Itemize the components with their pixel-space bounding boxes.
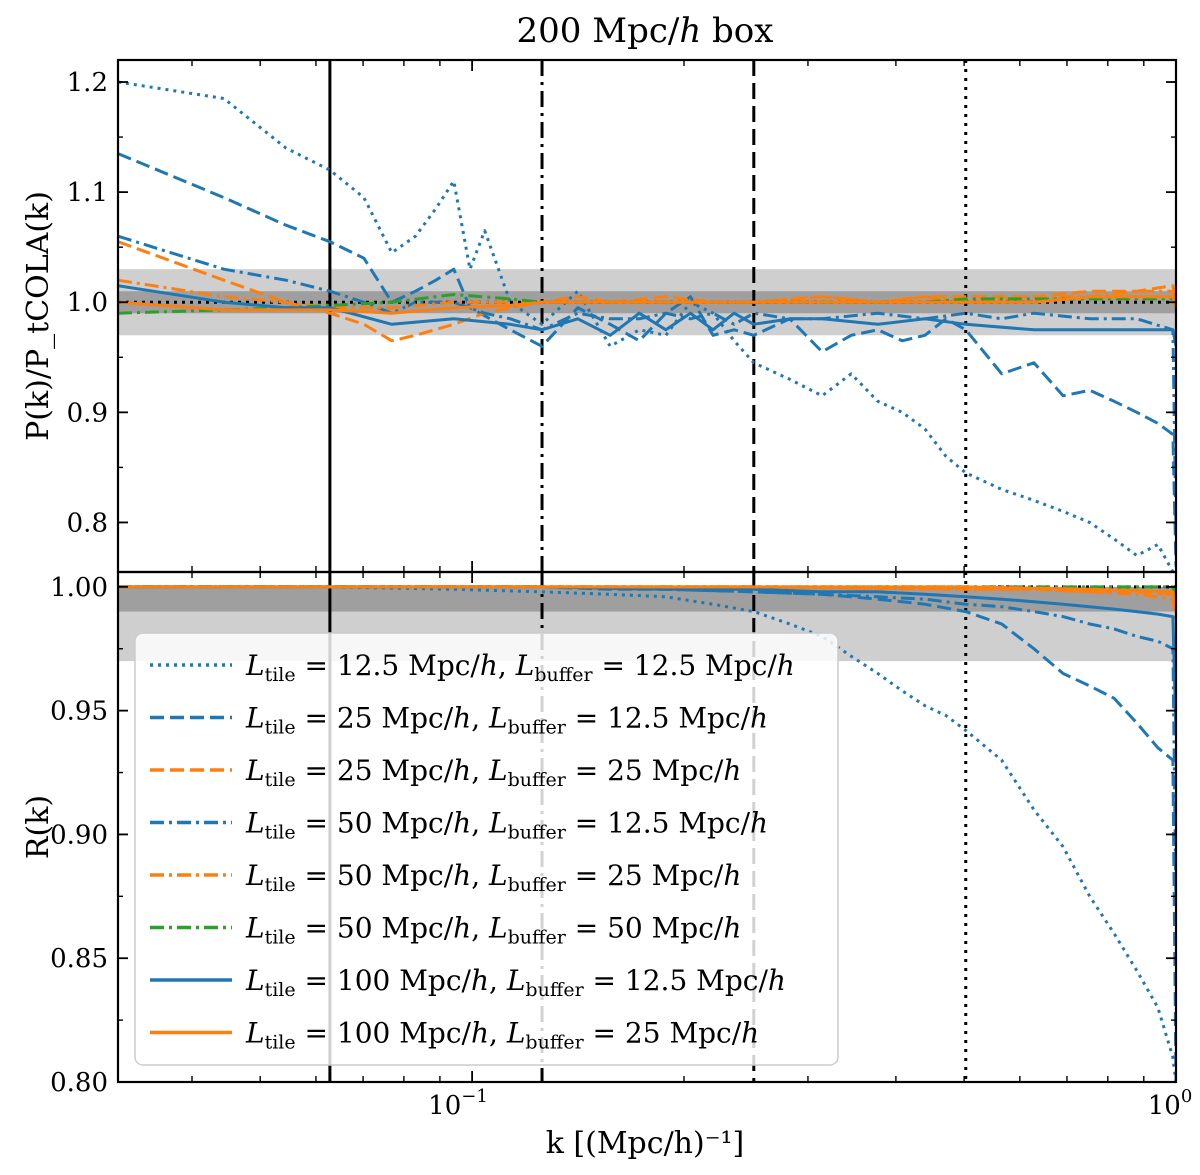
legend-entry-s1: Ltile = 12.5 Mpc/h, Lbuffer = 12.5 Mpc/h — [150, 649, 795, 686]
chart-title: 200 Mpc/h box — [517, 11, 774, 51]
bot-y-tick-label: 0.80 — [50, 1068, 108, 1098]
bot-series-s2 — [118, 585, 1176, 1082]
top-scale-markers — [328, 60, 968, 572]
bottom-plot-frame — [116, 570, 1178, 1084]
legend: Ltile = 12.5 Mpc/h, Lbuffer = 12.5 Mpc/h… — [134, 632, 839, 1066]
bot-y-tick-label: 0.85 — [50, 944, 108, 974]
legend-box — [134, 632, 839, 1066]
x-tick-label-1: 100 — [1148, 1086, 1193, 1121]
legend-entry-s2: Ltile = 25 Mpc/h, Lbuffer = 12.5 Mpc/h — [150, 702, 768, 739]
legend-entry-s3: Ltile = 25 Mpc/h, Lbuffer = 25 Mpc/h — [150, 754, 741, 791]
bot-y-tick-label: 0.95 — [50, 697, 108, 727]
legend-label-s8: Ltile = 100 Mpc/h, Lbuffer = 25 Mpc/h — [245, 1017, 759, 1054]
legend-label-s5: Ltile = 50 Mpc/h, Lbuffer = 25 Mpc/h — [245, 859, 741, 896]
bot-series-s3 — [118, 585, 1176, 612]
top-y-tick-label: 0.8 — [67, 508, 108, 538]
top-y-axis-label: P(k)/P_tCOLA(k) — [21, 191, 56, 441]
legend-entry-s7: Ltile = 100 Mpc/h, Lbuffer = 12.5 Mpc/h — [150, 964, 786, 1001]
legend-entry-s6: Ltile = 50 Mpc/h, Lbuffer = 50 Mpc/h — [150, 912, 741, 949]
legend-label-s6: Ltile = 50 Mpc/h, Lbuffer = 50 Mpc/h — [245, 912, 741, 949]
top-series-s1 — [118, 80, 1175, 572]
legend-label-s1: Ltile = 12.5 Mpc/h, Lbuffer = 12.5 Mpc/h — [245, 649, 795, 686]
bottom-series-group — [118, 585, 1176, 1082]
top-series-s2 — [118, 152, 1176, 567]
bot-series-s7 — [118, 585, 1176, 736]
top-series-s4 — [118, 234, 1176, 534]
legend-label-s2: Ltile = 25 Mpc/h, Lbuffer = 12.5 Mpc/h — [245, 702, 768, 739]
x-tick-label-0.1: 10−1 — [428, 1086, 488, 1121]
top-series-s8 — [118, 295, 1176, 315]
bottom-y-axis-label: R(k) — [21, 795, 56, 859]
bot-series-s8 — [118, 585, 1176, 612]
bot-series-s4 — [118, 585, 1176, 909]
legend-label-s4: Ltile = 50 Mpc/h, Lbuffer = 12.5 Mpc/h — [245, 807, 768, 844]
top-panel: 0.8 0.9 1.0 1.1 1.2 — [67, 58, 1178, 574]
legend-entry-s5: Ltile = 50 Mpc/h, Lbuffer = 25 Mpc/h — [150, 859, 741, 896]
bot-y-tick-label: 0.90 — [50, 820, 108, 850]
bot-y-tick-label: 1.00 — [50, 573, 108, 603]
top-series-group — [118, 80, 1176, 572]
bottom-ticks: 0.80 0.85 0.90 0.95 1.00 — [50, 572, 1177, 1098]
top-y-tick-label: 1.2 — [67, 68, 108, 98]
legend-entry-s8: Ltile = 100 Mpc/h, Lbuffer = 25 Mpc/h — [150, 1017, 759, 1054]
top-y-tick-label: 1.0 — [67, 288, 108, 318]
top-ticks: 0.8 0.9 1.0 1.1 1.2 — [67, 60, 1177, 572]
top-y-tick-label: 0.9 — [67, 398, 108, 428]
legend-entry-s4: Ltile = 50 Mpc/h, Lbuffer = 12.5 Mpc/h — [150, 807, 768, 844]
top-series-s7 — [118, 284, 1176, 347]
top-series-s6 — [118, 293, 1176, 315]
legend-label-s3: Ltile = 25 Mpc/h, Lbuffer = 25 Mpc/h — [245, 754, 741, 791]
top-y-tick-label: 1.1 — [67, 178, 108, 208]
legend-label-s7: Ltile = 100 Mpc/h, Lbuffer = 12.5 Mpc/h — [245, 964, 786, 1001]
x-axis-label: k [(Mpc/h)⁻¹] — [546, 1126, 745, 1161]
